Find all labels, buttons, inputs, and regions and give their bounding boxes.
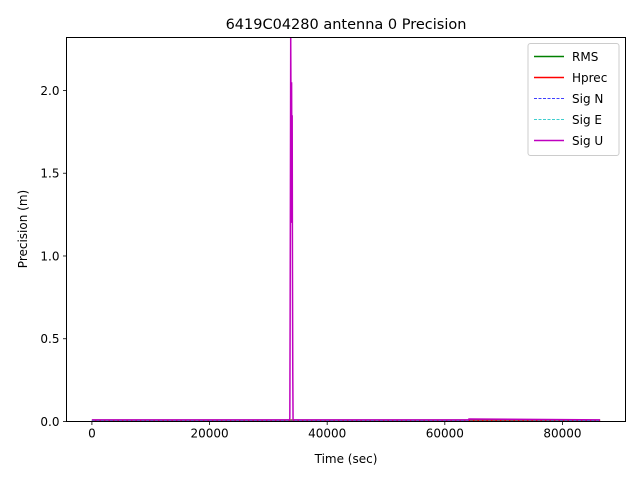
y-tick-label: 1.5 [40, 167, 59, 181]
y-axis: 0.0 0.5 1.0 1.5 2.0 [40, 84, 67, 429]
legend-label: Sig U [572, 134, 603, 148]
x-tick-label: 0 [88, 427, 96, 441]
chart-title: 6419C04280 antenna 0 Precision [226, 17, 467, 33]
x-axis: 0 20000 40000 60000 80000 [88, 421, 582, 441]
legend-label: Sig N [572, 92, 603, 106]
plot-frame [66, 37, 626, 422]
y-axis-label: Precision (m) [16, 190, 30, 268]
plot-series [91, 37, 601, 422]
y-tick-label: 2.0 [40, 84, 59, 98]
x-tick-label: 20000 [190, 427, 228, 441]
legend-box [527, 43, 620, 156]
legend-label: Hprec [572, 71, 607, 85]
y-tick-label: 1.0 [40, 249, 59, 263]
x-axis-label: Time (sec) [314, 452, 378, 466]
legend: RMS Hprec Sig N Sig E Sig U [527, 43, 620, 156]
y-tick-label: 0.0 [40, 415, 59, 429]
x-tick-label: 60000 [426, 427, 464, 441]
y-tick-label: 0.5 [40, 332, 59, 346]
series-line-sig-u [91, 37, 601, 421]
legend-label: RMS [572, 50, 598, 64]
x-tick-label: 80000 [543, 427, 581, 441]
legend-label: Sig E [572, 113, 602, 127]
x-tick-label: 40000 [308, 427, 346, 441]
